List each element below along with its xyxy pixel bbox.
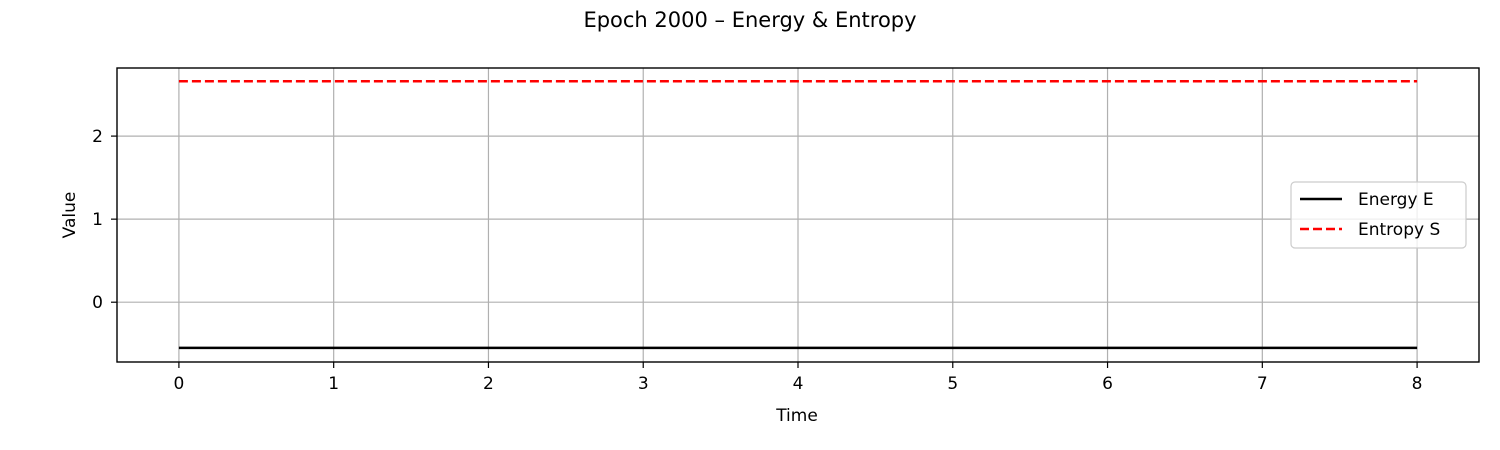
x-tick-label: 2 (483, 374, 494, 394)
grid (117, 68, 1479, 362)
x-tick-label: 1 (328, 374, 339, 394)
series-layer (178, 80, 1418, 350)
y-tick-label: 0 (92, 293, 103, 313)
x-tick-label: 0 (173, 374, 184, 394)
chart-title: Epoch 2000 – Energy & Entropy (583, 8, 916, 32)
y-tick-label: 1 (92, 210, 103, 230)
x-tick-label: 3 (638, 374, 649, 394)
x-tick-label: 7 (1257, 374, 1268, 394)
x-tick-label: 6 (1102, 374, 1113, 394)
legend-label-energy: Energy E (1358, 190, 1434, 210)
ticks: 0 1 2 3 4 5 6 7 8 0 1 2 (92, 127, 1422, 394)
legend-label-entropy: Entropy S (1358, 220, 1440, 240)
legend: Energy E Entropy S (1290, 181, 1467, 249)
x-tick-label: 5 (947, 374, 958, 394)
x-tick-label: 8 (1412, 374, 1423, 394)
x-tick-label: 4 (793, 374, 804, 394)
y-tick-label: 2 (92, 127, 103, 147)
x-axis-label: Time (775, 406, 818, 426)
y-axis-label: Value (60, 192, 80, 239)
